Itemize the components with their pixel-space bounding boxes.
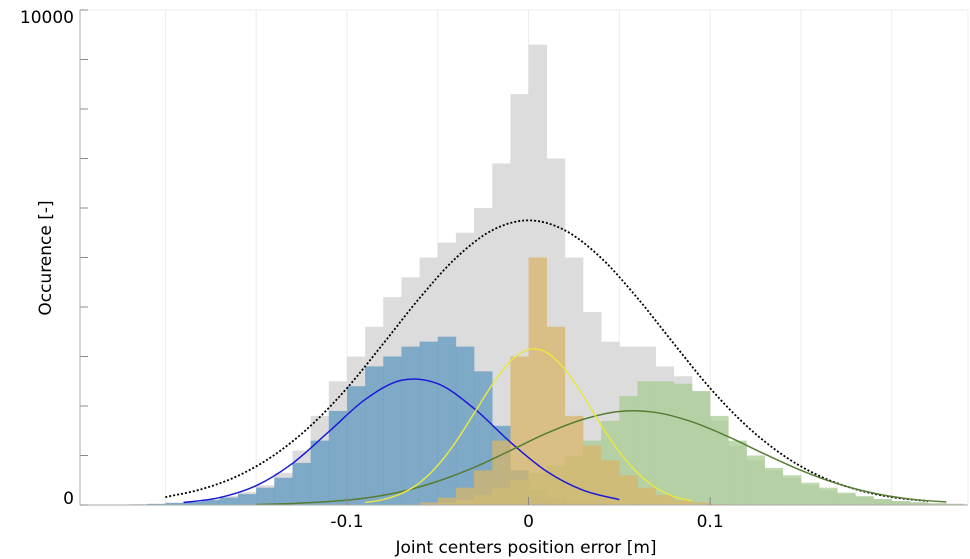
histogram-bar — [655, 495, 675, 505]
histogram-bar — [601, 460, 620, 505]
x-tick-label: 0.1 — [697, 512, 724, 532]
histogram-bar — [310, 440, 330, 505]
histogram-bar — [455, 346, 475, 505]
histogram-bar — [546, 326, 566, 505]
histogram-bar — [728, 440, 747, 505]
histogram-bar — [928, 503, 947, 505]
fit-curve — [165, 219, 929, 502]
histogram-bar — [710, 415, 729, 505]
histogram-bar — [691, 391, 711, 505]
histogram-bar — [437, 497, 457, 505]
histogram-bar — [637, 487, 656, 505]
histogram-bar — [873, 499, 893, 505]
histogram-bar — [764, 467, 784, 505]
histogram-bar — [237, 494, 257, 505]
histogram-bar — [219, 497, 239, 505]
histogram-bar — [437, 336, 457, 505]
histogram-bar — [691, 502, 711, 505]
fit-curve — [364, 348, 693, 504]
histogram-bar — [673, 500, 693, 505]
histogram-bar — [492, 163, 511, 505]
fit-curve — [183, 378, 620, 504]
x-axis-label: Joint centers position error [m] — [394, 538, 656, 558]
fit-curve — [256, 410, 947, 506]
y-tick-label: 0 — [63, 489, 74, 509]
histogram-bar — [619, 475, 638, 505]
histogram-bar — [528, 257, 547, 505]
histogram-bar — [510, 356, 529, 505]
histogram-bar — [292, 462, 311, 505]
histogram-bar — [583, 445, 602, 505]
histogram-bar — [165, 503, 184, 505]
histogram-bar — [782, 475, 802, 505]
histogram-bar — [909, 502, 929, 505]
histogram-bar — [383, 356, 402, 505]
y-tick-label: 10000 — [20, 8, 74, 28]
histogram-bar — [746, 455, 765, 505]
histogram-bar — [474, 470, 493, 505]
y-axis-label: Occurence [-] — [36, 200, 56, 315]
histogram-bar — [365, 366, 384, 505]
histogram-bar — [419, 502, 439, 505]
histogram-bar — [256, 487, 275, 505]
histogram-bar — [401, 346, 420, 505]
histogram-bar — [346, 386, 366, 505]
x-tick-label: 0 — [523, 512, 534, 532]
x-tick-label: -0.1 — [330, 512, 363, 532]
histogram-bar — [837, 492, 856, 505]
histogram-bar — [455, 487, 475, 505]
histogram-bar — [328, 410, 348, 505]
histogram-bar — [492, 440, 511, 505]
histogram-bar — [855, 496, 874, 505]
histogram-bar — [274, 477, 293, 505]
histogram-bar — [183, 502, 202, 505]
histogram-bar — [673, 383, 693, 505]
histogram-bar — [655, 381, 675, 505]
histogram-bar — [800, 482, 820, 505]
histogram-bar — [201, 500, 221, 505]
plot-area — [79, 9, 969, 506]
histogram-bar — [564, 415, 584, 505]
histogram-bar — [819, 487, 838, 505]
histogram-bar — [891, 501, 911, 505]
